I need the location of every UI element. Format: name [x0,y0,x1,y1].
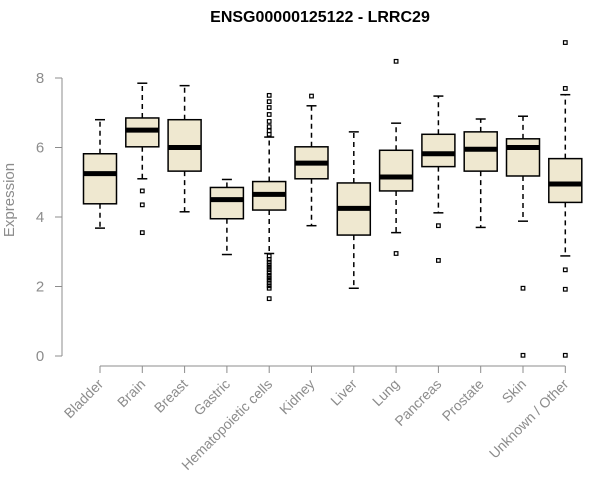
outlier-point [562,86,568,91]
outlier-point [266,285,272,291]
box-group [463,118,498,229]
box-group [167,84,202,213]
y-axis-label: Expression [1,163,18,237]
x-tick-label: Brain [114,376,148,410]
outlier-point [393,251,399,256]
outlier-point [266,131,272,137]
outlier-point [139,202,145,208]
outlier-point [266,119,272,124]
box-group [421,95,456,263]
outlier-point [266,112,272,117]
outlier-point [139,188,145,194]
x-tick-label: Lung [369,376,402,409]
x-tick-label: Breast [151,376,191,416]
outlier-point [266,267,272,273]
box-iqr [378,149,414,192]
x-tick-label: Kidney [276,376,318,418]
box-iqr [209,186,245,220]
y-tick-label: 8 [36,70,44,87]
y-tick-label: 6 [36,140,44,157]
outlier-point [266,272,272,278]
outlier-point [520,285,526,291]
outlier-point [266,99,272,105]
outlier-point [266,277,272,283]
x-tick-label: Pancreas [391,376,444,429]
x-tick-label: Bladder [61,376,107,422]
outlier-point [266,296,272,302]
outlier-point [266,275,272,281]
box-group [548,40,583,358]
outlier-point [266,264,272,270]
outlier-point [266,283,272,289]
outlier-point [266,280,272,286]
outlier-point [562,286,568,292]
y-axis: 0 2 4 6 8 [36,70,63,365]
box-iqr [421,133,456,168]
outlier-point [266,259,272,265]
outlier-point [520,352,526,358]
x-tick-label: Liver [327,376,360,409]
box-iqr [505,138,541,177]
outlier-point [393,58,399,64]
x-tick-label: Unknown / Other [486,376,572,462]
box-group [505,115,541,358]
box-group [294,93,329,227]
outlier-point [436,258,441,263]
outlier-point [266,105,272,110]
outlier-point [266,256,272,262]
y-tick-label: 2 [36,279,44,296]
outlier-point [266,262,272,268]
x-tick-label: Skin [499,376,530,407]
box-iqr [82,153,118,205]
outlier-point [309,93,314,99]
outlier-point [562,40,568,45]
outlier-point [266,124,272,130]
box-group [125,82,160,236]
box-group [336,131,372,289]
y-tick-label: 0 [36,348,44,365]
box-group [251,92,287,302]
box-group [209,178,245,256]
outlier-point [266,270,272,275]
y-tick-label: 4 [36,209,44,226]
x-tick-label: Prostate [439,376,487,424]
box-group [82,118,118,229]
boxes [82,40,583,358]
outlier-point [139,230,145,236]
chart-title: ENSG00000125122 - LRRC29 [210,9,430,26]
outlier-point [266,92,272,98]
box-group [378,58,414,256]
outlier-point [562,352,568,358]
box-iqr [548,157,583,204]
outlier-point [562,267,568,273]
outlier-point [436,223,441,229]
